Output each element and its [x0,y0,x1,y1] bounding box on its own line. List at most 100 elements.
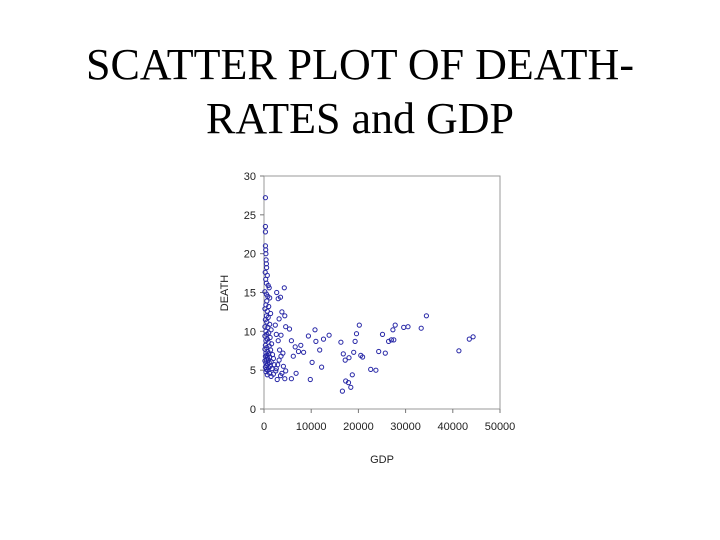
data-point [348,384,354,390]
data-point [456,348,462,354]
data-point [345,380,352,386]
data-point [339,388,345,394]
data-point [326,332,332,338]
y-tick-label: 20 [244,249,256,261]
y-tick-label: 5 [250,365,256,377]
data-point [271,362,277,368]
data-point [277,294,284,300]
data-point [276,316,282,322]
data-point [270,371,276,377]
x-tick-label: 50000 [485,421,516,433]
data-point [423,313,429,319]
data-point [277,373,284,379]
data-point [312,327,318,333]
data-point [264,265,270,271]
data-point [283,324,289,330]
x-tick-label: 10000 [296,421,327,433]
x-axis-label: GDP [370,454,394,466]
data-point [346,355,352,361]
data-point [368,366,374,372]
data-point [286,326,293,332]
data-point [293,370,299,376]
slide-title: SCATTER PLOT OF DEATH- RATES and GDP [0,38,720,146]
x-tick-label: 40000 [438,421,469,433]
data-point [262,223,268,230]
data-point [301,349,307,355]
data-point [382,350,388,356]
data-point [356,322,362,328]
x-tick-label: 30000 [390,421,421,433]
data-point [390,327,396,333]
y-tick-label: 15 [244,288,256,300]
data-point [282,376,288,382]
y-axis-label: DEATH [219,275,231,312]
data-point [288,338,294,344]
y-tick-label: 0 [250,404,256,416]
plot-frame [263,175,501,410]
data-point [266,285,272,291]
data-point [351,349,357,355]
data-point [470,334,476,340]
data-point [392,322,398,328]
data-point [376,348,382,355]
data-point [298,342,304,348]
data-point [267,295,273,301]
data-point [401,324,407,330]
data-point [281,285,287,291]
data-point [273,331,279,337]
data-point [262,229,268,235]
data-point [313,338,319,344]
data-point [276,357,282,363]
data-point [340,351,346,357]
data-point [349,372,355,378]
y-tick-label: 30 [244,171,256,183]
data-point [317,347,323,353]
data-point [342,357,348,363]
data-point [275,362,281,368]
data-point [282,313,288,319]
x-tick-label: 20000 [343,421,374,433]
data-point [466,336,472,342]
data-point [274,376,280,383]
data-point [319,364,325,370]
data-point [268,310,274,317]
data-point [277,347,283,353]
data-point [391,337,397,343]
data-point [388,337,394,343]
x-tick-label: 0 [261,421,267,433]
data-point [262,195,268,201]
data-point [309,359,315,365]
data-point [288,376,294,382]
data-point [353,331,360,337]
data-point [262,358,268,364]
data-point [280,363,286,369]
data-point [320,336,327,342]
data-point [278,332,284,338]
data-point [360,354,366,360]
data-point [305,333,311,339]
slide-title-line-1: SCATTER PLOT OF DEATH- [85,40,634,89]
data-point [264,308,270,314]
data-point [279,309,285,315]
data-point [295,348,302,355]
data-point [290,353,296,359]
data-point [379,331,386,337]
data-point [272,322,278,328]
data-point [292,344,298,350]
data-points [262,195,476,394]
data-point [405,324,411,330]
data-point [373,367,379,373]
data-point [266,303,272,310]
data-point [352,338,358,344]
data-point [273,368,279,374]
data-point [418,325,424,331]
data-point [307,376,313,383]
data-point [274,289,280,296]
y-tick-label: 10 [244,326,256,338]
data-point [280,350,286,356]
y-tick-label: 25 [244,210,256,222]
data-point [283,368,289,374]
data-point [263,251,269,257]
data-point [265,324,271,330]
